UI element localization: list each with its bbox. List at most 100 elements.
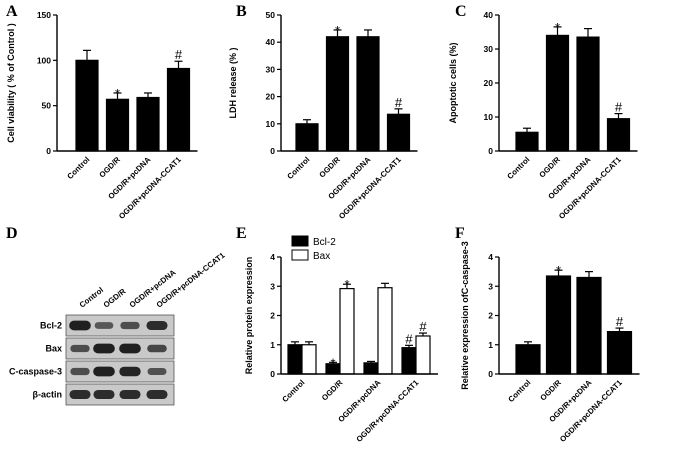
- y-tick-label: 0: [488, 369, 493, 379]
- bar: [105, 98, 130, 152]
- blot-band: [146, 320, 168, 331]
- blot-band: [120, 321, 140, 330]
- category-label: OGD/R+pcDNA-CCAT1: [557, 155, 623, 221]
- bar: [166, 67, 191, 152]
- category-label: OGD/R+pcDNA-CCAT1: [558, 378, 624, 444]
- y-tick-label: 150: [37, 10, 51, 20]
- y-tick-label: 40: [266, 37, 276, 47]
- significance-marker: *: [555, 20, 560, 35]
- chart-panel-B: B 0 10 20 30 40 50 LDH release (% ) Control * OGD/…: [228, 3, 418, 221]
- bar: [301, 344, 317, 375]
- y-tick-label: 3: [270, 281, 275, 291]
- y-tick-label: 50: [266, 10, 276, 20]
- y-tick-label: 1: [488, 340, 493, 350]
- bar: [606, 330, 633, 375]
- panel-letter: F: [455, 225, 465, 242]
- y-tick-label: 3: [488, 281, 493, 291]
- category-label: Control: [505, 155, 531, 181]
- bar: [377, 287, 393, 375]
- bar: [386, 113, 411, 152]
- y-tick-label: 4: [488, 252, 493, 262]
- bar: [356, 36, 380, 152]
- y-tick-label: 0: [270, 146, 275, 156]
- significance-marker: #: [395, 95, 403, 110]
- blot-band: [94, 322, 114, 329]
- chart-panel-F: F 0 1 2 3 4 Relative expression ofC-caspase-3 C…: [455, 225, 640, 444]
- legend-swatch: [291, 235, 309, 247]
- panel-letter: D: [6, 225, 18, 242]
- y-tick-label: 50: [42, 101, 52, 111]
- y-tick-label: 20: [266, 92, 276, 102]
- y-tick-label: 0: [270, 369, 275, 379]
- y-tick-label: 30: [266, 64, 276, 74]
- blot-band: [146, 389, 168, 400]
- blot-band: [119, 343, 141, 354]
- chart-panel-A: A 0 50 100 150 Cell viability ( % of Control …: [6, 3, 198, 221]
- legend-label: Bax: [313, 251, 330, 262]
- bar: [415, 335, 431, 375]
- category-label: OGD/R: [537, 155, 562, 180]
- y-axis-label: LDH release (% ): [228, 47, 238, 118]
- category-label: Control: [285, 155, 311, 181]
- blot-band: [93, 366, 115, 377]
- bar: [545, 34, 570, 152]
- category-label: Control: [280, 378, 306, 404]
- bar: [576, 36, 600, 152]
- significance-marker: #: [405, 331, 413, 346]
- category-label: OGD/R+pcDNA-CCAT1: [355, 378, 421, 444]
- category-label: OGD/R+pcDNA-CCAT1: [337, 155, 403, 221]
- lane-label: OGD/R+pcDNA: [128, 268, 178, 310]
- bar: [515, 344, 541, 375]
- blot-band: [70, 367, 90, 376]
- category-label: OGD/R+pcDNA-CCAT1: [117, 155, 183, 221]
- blot-strip: [65, 314, 175, 337]
- legend-label: Bcl-2: [313, 237, 336, 248]
- blot-row-label: Bcl-2: [40, 321, 62, 331]
- legend-swatch: [291, 249, 309, 261]
- blot-band: [119, 366, 141, 377]
- blot-band: [69, 320, 91, 331]
- bar: [287, 344, 303, 375]
- significance-marker: *: [344, 277, 349, 292]
- y-tick-label: 4: [270, 252, 275, 262]
- bar: [325, 36, 350, 152]
- bar: [515, 131, 539, 152]
- bar: [576, 276, 602, 375]
- category-label: OGD/R: [317, 155, 342, 180]
- bar: [606, 118, 631, 152]
- category-label: OGD/R: [97, 155, 122, 180]
- y-tick-label: 20: [484, 78, 494, 88]
- chart-panel-C: C 0 10 20 30 40 Apoptotic cells (%) Control * OGD…: [448, 3, 638, 221]
- y-tick-label: 0: [46, 146, 51, 156]
- panel-letter: C: [455, 3, 467, 20]
- panel-letter: A: [6, 3, 18, 20]
- blot-row-label: Bax: [45, 344, 62, 354]
- blot-band: [69, 389, 91, 400]
- y-tick-label: 40: [484, 10, 494, 20]
- significance-marker: *: [330, 355, 335, 370]
- significance-marker: *: [335, 23, 340, 38]
- y-tick-label: 1: [270, 340, 275, 350]
- bar: [401, 347, 417, 375]
- significance-marker: #: [616, 314, 624, 329]
- significance-marker: #: [615, 100, 623, 115]
- bar: [295, 123, 319, 152]
- bar: [339, 287, 355, 375]
- y-tick-label: 2: [488, 311, 493, 321]
- category-label: OGD/R: [538, 378, 563, 403]
- significance-marker: #: [419, 319, 427, 334]
- category-label: Control: [506, 378, 532, 404]
- category-label: Control: [65, 155, 91, 181]
- bar: [75, 59, 99, 152]
- category-label: OGD/R: [320, 378, 345, 403]
- y-tick-label: 100: [37, 55, 51, 65]
- blot-band: [147, 368, 167, 375]
- y-tick-label: 0: [488, 146, 493, 156]
- bar: [136, 96, 160, 152]
- y-axis-label: Apoptotic cells (%): [448, 42, 458, 123]
- blot-band: [119, 389, 141, 400]
- blot-row-label: β-actin: [33, 390, 63, 400]
- bar: [545, 275, 572, 375]
- y-axis-label: Relative protein expression: [244, 257, 254, 375]
